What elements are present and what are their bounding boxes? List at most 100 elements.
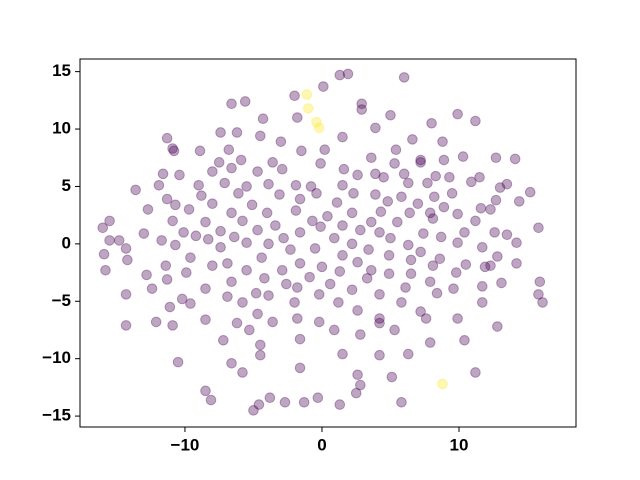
point xyxy=(470,215,481,227)
point xyxy=(307,215,318,227)
point xyxy=(270,220,281,231)
point xyxy=(511,258,522,269)
point xyxy=(275,136,287,147)
point xyxy=(185,252,196,263)
point xyxy=(290,205,302,216)
point xyxy=(289,90,300,102)
point xyxy=(404,207,415,219)
point xyxy=(524,186,536,198)
point xyxy=(170,199,181,211)
point xyxy=(156,235,167,246)
point xyxy=(255,130,266,142)
point xyxy=(122,254,133,266)
point xyxy=(313,316,325,328)
point xyxy=(319,144,331,156)
points xyxy=(97,68,548,416)
point xyxy=(474,171,485,183)
plot-frame xyxy=(79,58,577,428)
point xyxy=(334,266,346,277)
point xyxy=(346,238,358,250)
point xyxy=(370,189,381,200)
point xyxy=(396,191,407,203)
point xyxy=(438,154,450,166)
x-tick-label: 0 xyxy=(317,435,326,454)
point xyxy=(290,180,302,191)
point xyxy=(241,181,252,192)
point xyxy=(470,367,481,378)
point xyxy=(174,169,185,181)
point xyxy=(241,264,252,276)
point xyxy=(374,349,385,361)
point xyxy=(533,289,544,300)
point xyxy=(200,314,211,325)
point xyxy=(274,189,285,200)
point xyxy=(226,98,237,110)
point xyxy=(485,204,496,215)
point xyxy=(424,337,436,348)
point xyxy=(264,392,276,404)
point xyxy=(168,145,180,157)
point xyxy=(207,166,218,177)
point xyxy=(338,163,350,175)
point xyxy=(398,72,410,83)
point xyxy=(479,261,491,273)
point xyxy=(315,221,326,232)
point xyxy=(329,324,340,336)
point xyxy=(405,254,417,266)
point xyxy=(205,394,217,406)
point xyxy=(239,96,251,107)
point xyxy=(311,188,322,199)
point xyxy=(424,207,436,219)
point xyxy=(383,268,395,280)
point xyxy=(389,158,400,169)
point xyxy=(226,207,237,219)
point xyxy=(392,216,403,228)
point xyxy=(370,122,381,134)
point xyxy=(331,197,343,208)
point xyxy=(374,313,385,324)
point xyxy=(167,215,178,227)
point xyxy=(257,113,269,125)
point xyxy=(237,297,248,308)
point xyxy=(385,109,396,121)
point xyxy=(363,244,374,255)
point xyxy=(435,231,447,243)
point xyxy=(350,387,362,399)
point xyxy=(222,258,233,269)
point xyxy=(396,397,407,408)
point xyxy=(348,188,359,199)
point xyxy=(190,230,202,242)
point xyxy=(193,180,204,191)
point xyxy=(200,385,211,397)
point xyxy=(292,112,303,123)
point xyxy=(233,188,244,199)
point xyxy=(237,215,248,227)
point xyxy=(207,260,218,271)
point xyxy=(298,397,310,408)
point xyxy=(228,231,240,243)
point xyxy=(429,191,440,203)
point xyxy=(100,264,111,276)
point xyxy=(492,321,503,332)
point xyxy=(342,68,354,80)
y-tick-label: 5 xyxy=(62,176,71,195)
point xyxy=(226,162,237,174)
point xyxy=(194,145,206,157)
point xyxy=(537,297,548,308)
point xyxy=(231,127,243,138)
point xyxy=(215,127,226,138)
point xyxy=(222,291,233,302)
point xyxy=(334,399,346,410)
point xyxy=(407,134,418,145)
point xyxy=(318,81,329,92)
point xyxy=(352,369,363,381)
point xyxy=(490,152,502,164)
point xyxy=(202,233,214,245)
point xyxy=(446,188,458,199)
point xyxy=(98,248,110,260)
point xyxy=(355,379,366,391)
point xyxy=(278,232,289,244)
point xyxy=(305,181,317,192)
point xyxy=(301,89,313,100)
point xyxy=(501,178,513,190)
